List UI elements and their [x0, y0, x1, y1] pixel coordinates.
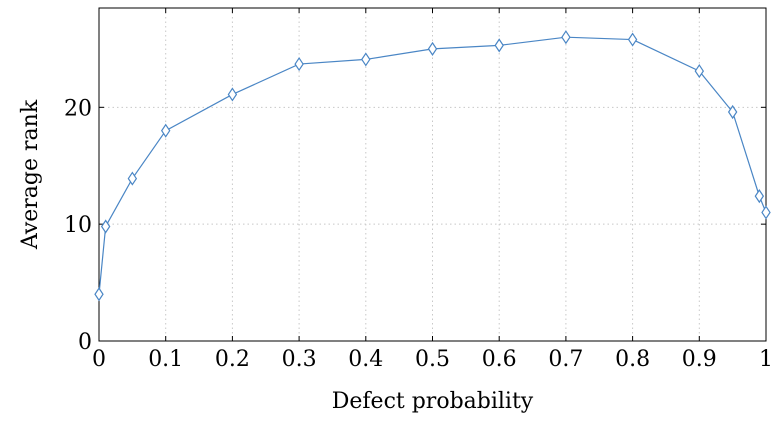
data-point-marker — [494, 38, 504, 53]
y-tick-label: 0 — [78, 330, 92, 355]
data-point-marker — [754, 189, 765, 204]
x-tick-label: 0.1 — [148, 347, 183, 372]
data-point-marker — [127, 171, 138, 186]
data-point-marker — [694, 64, 705, 79]
data-point-marker — [561, 30, 571, 45]
x-tick-label: 0.6 — [482, 347, 517, 372]
y-tick-label: 10 — [64, 213, 92, 238]
x-tick-label: 0.8 — [615, 347, 650, 372]
data-point-marker — [227, 87, 238, 102]
x-tick-label: 0.2 — [215, 347, 250, 372]
data-point-marker — [94, 287, 104, 302]
y-axis-label: Average rank — [18, 99, 43, 250]
x-tick-label: 0.5 — [415, 347, 450, 372]
y-tick-labels: 0 10 20 — [64, 96, 92, 355]
x-tick-labels: 0 0.1 0.2 0.3 0.4 0.5 0.6 0.7 0.8 0.9 1 — [92, 347, 773, 372]
y-tick-label: 20 — [64, 96, 92, 121]
x-tick-label: 0.4 — [348, 347, 383, 372]
data-point-marker — [100, 219, 111, 234]
x-tick-label: 0.7 — [548, 347, 583, 372]
data-point-marker — [361, 52, 371, 67]
grid-lines — [99, 8, 766, 341]
axis-ticks — [98, 8, 767, 342]
data-point-marker — [761, 205, 771, 220]
data-series — [94, 30, 771, 302]
x-tick-label: 0.3 — [282, 347, 317, 372]
x-tick-label: 1 — [759, 347, 773, 372]
data-point-marker — [294, 57, 304, 72]
x-tick-label: 0 — [92, 347, 106, 372]
data-point-marker — [160, 123, 171, 138]
data-point-marker — [427, 41, 438, 56]
x-axis-label: Defect probability — [332, 389, 534, 414]
data-point-marker — [627, 32, 638, 47]
x-tick-label: 0.9 — [682, 347, 717, 372]
data-point-marker — [727, 104, 738, 120]
